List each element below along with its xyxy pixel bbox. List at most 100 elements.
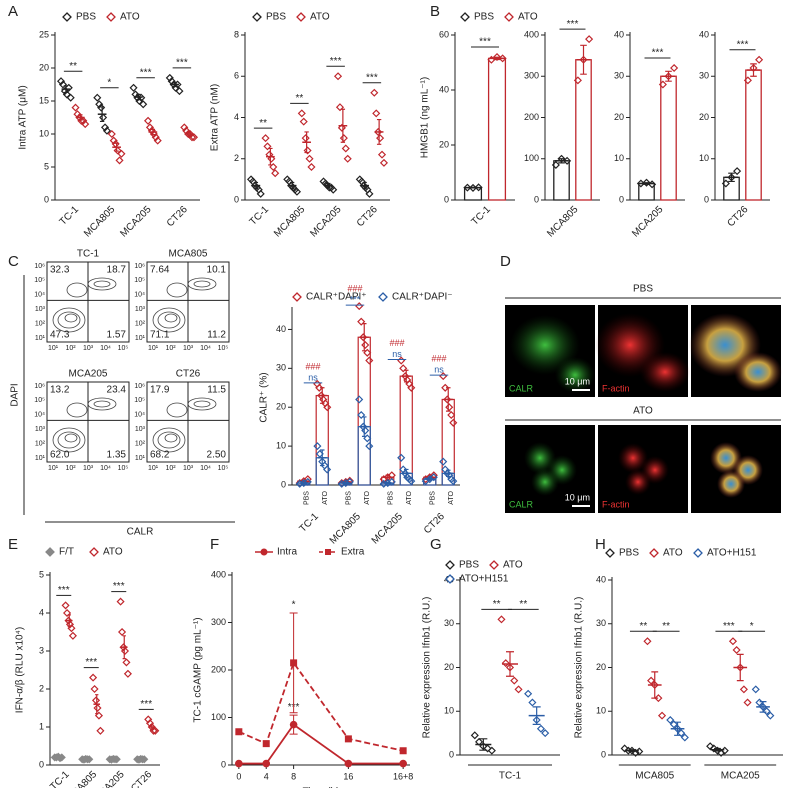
flow-title: MCA805: [169, 249, 208, 260]
significance-label: ***: [737, 39, 749, 50]
y-tick-label: 10²: [35, 320, 46, 327]
y-axis-label: HMGB1 (ng mL⁻¹): [420, 77, 431, 158]
error-bar: [186, 131, 192, 137]
error-bar: [558, 158, 565, 164]
legend-label: Extra: [341, 547, 365, 558]
cell: [510, 315, 580, 375]
data-point: [64, 83, 73, 92]
data-point: [647, 676, 656, 685]
data-point: [307, 162, 316, 172]
legend-label: ATO+H151: [459, 574, 509, 585]
y-tick-label: 0: [449, 749, 454, 759]
y-tick-label: 1: [39, 721, 44, 731]
data-point: [269, 162, 278, 172]
x-tick-label: CT26: [725, 204, 750, 229]
data-point: [271, 169, 280, 178]
y-axis-label: CALR⁺ (%): [259, 372, 270, 422]
data-point: [439, 457, 448, 466]
panel-label: A: [8, 3, 18, 20]
error-bar: [56, 756, 60, 759]
y-tick-label: 20: [276, 402, 286, 412]
x-tick-label: 10³: [183, 465, 194, 472]
y-tick-label: 0: [534, 194, 539, 204]
data-point: [68, 631, 77, 640]
data-point: [71, 103, 80, 112]
data-point: [677, 729, 686, 738]
data-point: [585, 35, 594, 44]
data-point: [365, 442, 374, 451]
x-tick-label: 0: [236, 771, 241, 781]
legend-marker: [296, 12, 306, 22]
data-point: [666, 715, 675, 725]
condition-label: ATO: [633, 406, 653, 417]
error-bar: [643, 182, 650, 185]
data-point: [292, 187, 302, 196]
significance-label: ###: [431, 353, 446, 363]
significance-label: **: [519, 599, 527, 610]
data-point: [365, 356, 374, 365]
data-point: [524, 689, 533, 698]
x-tick-label: PBS: [346, 491, 353, 505]
data-point: [129, 83, 138, 92]
x-axis-label: Time (h): [303, 787, 340, 788]
bar: [357, 336, 371, 486]
data-point: [102, 126, 112, 135]
data-point: [357, 410, 366, 420]
data-point: [563, 156, 572, 165]
y-tick-label: 300: [211, 617, 226, 627]
legend-marker: [605, 548, 615, 558]
cell: [717, 470, 745, 498]
error-bar: [139, 757, 143, 761]
data-point: [335, 103, 345, 112]
data-point: [329, 185, 338, 194]
data-point: [429, 473, 438, 482]
y-axis-label: Extra ATP (nM): [210, 84, 221, 151]
cell: [640, 352, 690, 392]
x-tick-label: 8: [291, 771, 296, 781]
data-point: [299, 117, 308, 126]
condition-label: PBS: [633, 284, 653, 295]
error-bar: [95, 694, 99, 715]
y-tick-label: 10¹: [35, 455, 46, 462]
legend-marker: [460, 12, 470, 22]
flow-title: CT26: [176, 369, 201, 380]
data-point: [706, 742, 715, 751]
contour: [93, 280, 111, 288]
data-point: [256, 189, 265, 198]
legend-marker: [325, 549, 331, 555]
y-axis-label: Relative expression Ifnb1 (R.U.): [422, 597, 433, 739]
y-tick-label: 10⁵: [134, 277, 145, 284]
error-bar: [628, 749, 636, 753]
data-point: [487, 746, 496, 755]
data-point: [96, 726, 105, 735]
data-point: [492, 52, 502, 62]
bar: [575, 59, 592, 201]
y-tick-label: 100: [211, 712, 226, 722]
y-tick-label: 0: [39, 759, 44, 769]
error-bar: [289, 181, 295, 190]
y-tick-label: 10³: [135, 426, 146, 433]
data-point: [90, 684, 99, 694]
significance-label: ns: [434, 364, 444, 374]
data-point: [470, 731, 479, 740]
panel-label: G: [430, 536, 442, 553]
error-bar: [122, 635, 126, 660]
data-point: [670, 63, 679, 73]
data-point: [370, 88, 379, 97]
error-bar: [84, 757, 88, 761]
y-tick-label: 20: [439, 139, 449, 149]
error-bar: [150, 724, 154, 730]
y-tick-label: 100: [524, 153, 539, 163]
contour: [152, 427, 186, 453]
quadrant-value: 68.2: [150, 450, 170, 461]
significance-label: **: [493, 599, 501, 610]
legend-label: F/T: [59, 547, 74, 558]
panel-label: C: [8, 253, 19, 270]
y-tick-label: 30: [444, 618, 454, 628]
contour: [157, 311, 181, 329]
legend-marker: [504, 12, 514, 22]
data-point: [93, 703, 102, 713]
quadrant-value: 11.5: [207, 385, 226, 396]
contour: [57, 431, 81, 449]
